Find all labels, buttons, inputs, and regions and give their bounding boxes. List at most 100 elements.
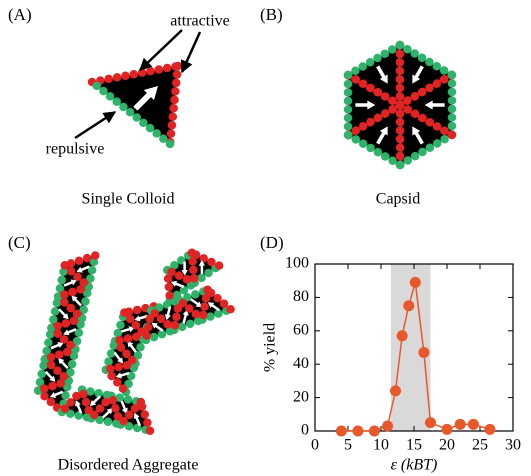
arrow bbox=[198, 260, 206, 275]
annotation: repulsive bbox=[46, 141, 105, 158]
bead-edge bbox=[40, 323, 56, 364]
bead-edge bbox=[87, 391, 116, 423]
panel-label: (C) bbox=[8, 233, 31, 252]
bead-edge bbox=[40, 355, 73, 385]
y-tick-label: 80 bbox=[293, 288, 309, 305]
x-tick-label: 20 bbox=[439, 437, 455, 454]
bead-edge bbox=[190, 261, 224, 288]
bead-edge bbox=[121, 359, 140, 397]
bead-edge bbox=[57, 385, 87, 417]
bead-edge bbox=[343, 100, 405, 140]
colloid-body bbox=[400, 105, 452, 165]
arrow bbox=[181, 261, 188, 276]
x-tick-label: 25 bbox=[472, 437, 488, 454]
bead-edge bbox=[47, 313, 87, 333]
bead-edge bbox=[163, 248, 197, 275]
x-tick-label: 0 bbox=[311, 437, 319, 454]
bead-edge bbox=[53, 292, 87, 323]
annotation-arrow bbox=[180, 31, 202, 74]
arrow bbox=[101, 408, 113, 419]
annotation-arrow bbox=[139, 29, 183, 71]
bead-edge bbox=[116, 397, 146, 429]
bead-edge bbox=[175, 285, 212, 305]
bead-edge bbox=[146, 306, 179, 334]
bead-edge bbox=[110, 308, 129, 346]
arrow bbox=[151, 322, 164, 332]
bead-edge bbox=[198, 285, 212, 324]
bead-edge bbox=[169, 295, 184, 334]
arrow bbox=[58, 358, 69, 370]
bead-edge bbox=[71, 313, 87, 354]
arrow bbox=[164, 306, 172, 321]
data-point bbox=[484, 423, 496, 435]
bead-edge bbox=[57, 407, 96, 423]
bead-edge bbox=[163, 265, 175, 305]
data-point bbox=[409, 276, 421, 288]
bead-edge bbox=[64, 345, 80, 385]
y-axis-label: % yield bbox=[262, 323, 279, 372]
bead-edge bbox=[101, 359, 140, 374]
bead-edge bbox=[101, 336, 120, 374]
y-tick-label: 100 bbox=[285, 255, 309, 272]
data-point bbox=[454, 418, 466, 430]
bead-edge bbox=[395, 100, 457, 140]
y-tick-label: 20 bbox=[293, 388, 309, 405]
data-point bbox=[368, 425, 380, 437]
bead-edge bbox=[107, 391, 125, 429]
arrow bbox=[190, 298, 203, 308]
y-tick-label: 40 bbox=[293, 355, 309, 372]
data-point bbox=[390, 385, 402, 397]
arrow bbox=[207, 302, 220, 312]
caption: Single Colloid bbox=[82, 191, 175, 208]
arrow bbox=[50, 342, 64, 350]
annotation-arrow bbox=[74, 110, 117, 140]
panel-label: (B) bbox=[260, 5, 283, 24]
data-point bbox=[418, 347, 430, 359]
arrow bbox=[75, 400, 83, 414]
x-tick-label: 30 bbox=[505, 437, 521, 454]
arrow bbox=[424, 100, 445, 110]
bead-edge bbox=[87, 77, 175, 149]
arrow bbox=[376, 65, 388, 84]
bead-edge bbox=[187, 248, 199, 288]
bead-edge bbox=[146, 295, 184, 315]
x-axis-label: ε (kBT) bbox=[391, 457, 438, 474]
bead-edge bbox=[33, 355, 50, 395]
bead-edge bbox=[141, 306, 156, 345]
bead-edge bbox=[203, 285, 235, 314]
bead-edge bbox=[175, 295, 207, 324]
data-point bbox=[425, 417, 436, 429]
colloid-body bbox=[348, 45, 400, 105]
arrow bbox=[49, 390, 64, 398]
bead-edge bbox=[77, 385, 96, 423]
panel-label: (A) bbox=[8, 5, 32, 24]
arrow bbox=[58, 308, 69, 320]
data-point bbox=[403, 300, 415, 312]
bead-edge bbox=[169, 315, 207, 334]
arrow bbox=[115, 371, 130, 379]
data-point bbox=[396, 330, 408, 342]
bead-edge bbox=[110, 330, 149, 346]
bead-edge bbox=[84, 251, 100, 292]
arrow bbox=[133, 412, 141, 427]
bead-edge bbox=[120, 308, 149, 340]
bead-edge bbox=[165, 278, 199, 305]
bead-edge bbox=[53, 261, 70, 301]
bead-edge bbox=[77, 385, 116, 401]
bead-edge bbox=[395, 70, 457, 110]
x-tick-label: 10 bbox=[373, 437, 389, 454]
bead-edge bbox=[198, 304, 235, 324]
arrow bbox=[113, 351, 124, 364]
y-tick-label: 60 bbox=[293, 321, 309, 338]
illustrations bbox=[33, 40, 457, 435]
arrow bbox=[412, 65, 424, 84]
arrow bbox=[120, 326, 135, 333]
data-point bbox=[441, 423, 453, 435]
bead-edge bbox=[107, 391, 146, 407]
arrow bbox=[71, 295, 82, 307]
arrow bbox=[134, 314, 149, 322]
bead-edge bbox=[343, 70, 405, 110]
annotation: attractive bbox=[170, 13, 230, 30]
data-point bbox=[352, 425, 364, 437]
bead-edge bbox=[395, 40, 457, 80]
